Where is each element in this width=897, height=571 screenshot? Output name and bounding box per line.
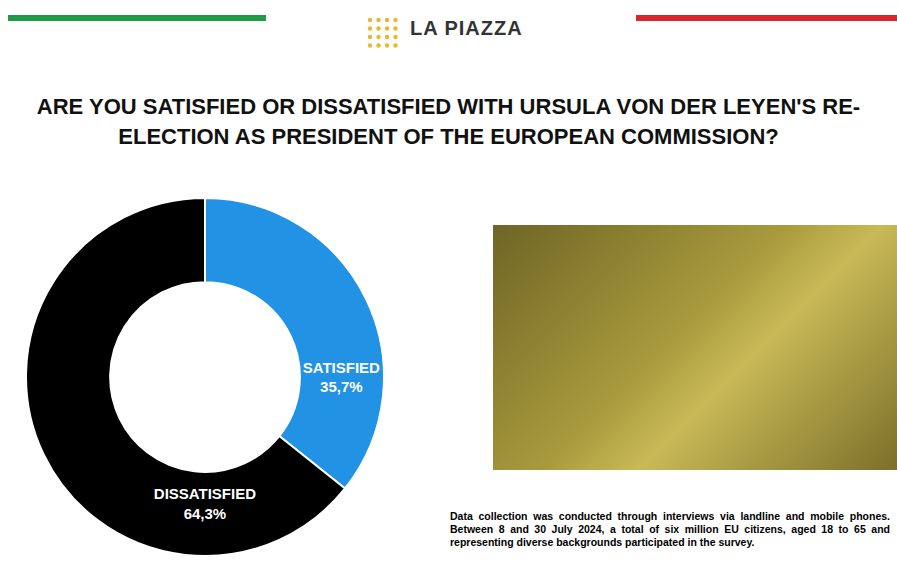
html-text:LA PIAZZA: LA PIAZZA bbox=[410, 17, 523, 39]
html-text:ARE YOU SATISFIED OR DISSATISF: ARE YOU SATISFIED OR DISSATISFIED WITH U… bbox=[36, 94, 861, 149]
html-text:Data collection was conducted: Data collection was conducted through in… bbox=[450, 510, 890, 548]
svg-text:SATISFIED35,7%: SATISFIED35,7% bbox=[303, 359, 380, 396]
svg-text:DISSATISFIED64,3%: DISSATISFIED64,3% bbox=[154, 485, 256, 522]
